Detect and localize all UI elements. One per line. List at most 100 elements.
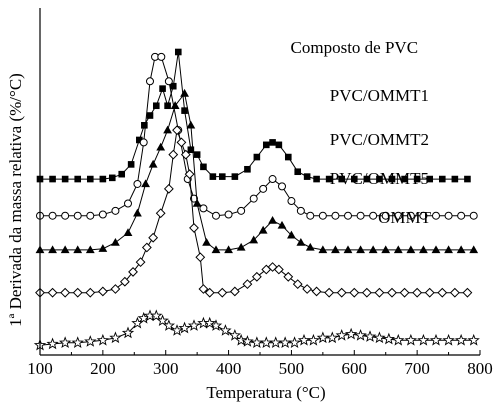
data-point-pvc-ommt1 — [296, 206, 305, 215]
data-point-ommt — [382, 332, 396, 345]
data-point-pvc-ommt5 — [119, 276, 130, 287]
data-point-composto-de-pvc — [294, 168, 302, 176]
data-point-composto-de-pvc — [262, 141, 270, 149]
series-line-pvc-ommt5 — [40, 130, 468, 294]
data-point-composto-de-pvc — [187, 146, 195, 154]
data-point-pvc-ommt1 — [164, 77, 173, 86]
data-point-composto-de-pvc — [174, 48, 182, 56]
data-point-pvc-ommt5 — [462, 287, 473, 298]
x-tick-label: 500 — [279, 359, 305, 378]
data-point-pvc-ommt5 — [189, 223, 199, 233]
data-point-pvc-ommt1 — [287, 197, 296, 206]
data-point-composto-de-pvc — [169, 82, 177, 90]
x-tick-label: 600 — [342, 359, 368, 378]
data-point-pvc-ommt2 — [163, 125, 172, 134]
data-point-pvc-ommt5 — [172, 125, 182, 136]
data-point-pvc-ommt5 — [399, 287, 410, 298]
x-tick-label: 300 — [153, 359, 179, 378]
data-point-composto-de-pvc — [338, 175, 346, 183]
data-point-composto-de-pvc — [99, 175, 107, 183]
data-point-pvc-ommt5 — [148, 232, 159, 243]
data-point-pvc-ommt5 — [302, 284, 313, 294]
data-point-composto-de-pvc — [164, 102, 171, 110]
data-point-pvc-ommt5 — [176, 137, 187, 148]
data-point-pvc-ommt5 — [336, 287, 347, 298]
data-point-pvc-ommt1 — [61, 211, 70, 220]
series-label-ommt: OMMT — [378, 208, 432, 227]
data-point-pvc-ommt2 — [141, 179, 150, 188]
data-point-pvc-ommt5 — [242, 279, 253, 290]
data-point-composto-de-pvc — [218, 173, 226, 180]
data-point-pvc-ommt1 — [381, 211, 390, 220]
data-point-pvc-ommt2 — [343, 245, 353, 254]
data-point-pvc-ommt5 — [283, 271, 294, 282]
data-point-pvc-ommt2 — [133, 208, 142, 217]
data-point-ommt — [467, 333, 480, 346]
data-point-composto-de-pvc — [253, 153, 261, 161]
data-point-pvc-ommt2 — [287, 230, 296, 239]
data-point-ommt — [250, 336, 264, 349]
data-point-pvc-ommt2 — [85, 245, 95, 254]
data-point-pvc-ommt1 — [139, 138, 148, 147]
data-point-pvc-ommt2 — [268, 215, 277, 224]
series-label-pvc-ommt5: PVC/OMMT5 — [330, 169, 429, 188]
data-point-pvc-ommt2 — [186, 120, 196, 129]
data-point-pvc-ommt5 — [155, 208, 166, 219]
data-point-composto-de-pvc — [146, 112, 154, 119]
data-point-pvc-ommt2 — [48, 245, 57, 254]
data-point-pvc-ommt2 — [368, 245, 378, 254]
data-point-ommt — [442, 333, 455, 346]
data-point-composto-de-pvc — [159, 85, 166, 92]
data-point-pvc-ommt1 — [344, 211, 352, 220]
data-point-ommt — [58, 336, 72, 349]
data-point-pvc-ommt5 — [273, 264, 284, 275]
data-point-composto-de-pvc — [193, 151, 201, 158]
data-point-composto-de-pvc — [209, 173, 217, 180]
data-point-ommt — [326, 331, 339, 344]
data-point-pvc-ommt1 — [98, 210, 107, 219]
data-point-composto-de-pvc — [127, 161, 135, 168]
data-point-composto-de-pvc — [451, 175, 459, 183]
data-point-pvc-ommt1 — [457, 211, 466, 220]
data-point-composto-de-pvc — [363, 175, 371, 183]
data-point-pvc-ommt5 — [449, 287, 460, 298]
data-point-composto-de-pvc — [376, 175, 383, 183]
series-label-pvc-ommt1: PVC/OMMT1 — [330, 86, 429, 105]
data-point-ommt — [209, 319, 223, 331]
data-point-pvc-ommt2 — [211, 245, 221, 254]
data-point-pvc-ommt2 — [192, 198, 202, 207]
data-point-pvc-ommt5 — [324, 287, 335, 298]
data-point-ommt — [344, 327, 358, 340]
data-point-pvc-ommt2 — [224, 245, 233, 254]
data-point-pvc-ommt1 — [331, 211, 340, 220]
axes-layer: 100 200 300 400 500 600 700 800 — [27, 8, 493, 378]
data-point-composto-de-pvc — [388, 175, 396, 183]
data-point-pvc-ommt1 — [432, 211, 440, 220]
data-point-pvc-ommt1 — [212, 211, 220, 220]
data-point-composto-de-pvc — [275, 141, 283, 149]
data-point-ommt — [187, 319, 201, 331]
data-point-pvc-ommt2 — [123, 228, 133, 237]
data-point-pvc-ommt2 — [236, 242, 246, 251]
data-point-pvc-ommt2 — [156, 142, 166, 151]
data-point-composto-de-pvc — [86, 175, 94, 183]
data-point-ommt — [373, 331, 386, 344]
data-point-ommt — [121, 326, 135, 339]
x-axis-title: Temperatura (°C) — [206, 383, 325, 402]
data-point-ommt — [316, 331, 330, 344]
data-point-pvc-ommt2 — [381, 245, 391, 254]
data-point-pvc-ommt1 — [419, 211, 428, 220]
series-ommt — [33, 309, 480, 351]
data-point-ommt — [96, 333, 110, 346]
data-point-pvc-ommt1 — [199, 204, 208, 213]
data-point-pvc-ommt5 — [168, 149, 179, 160]
data-point-composto-de-pvc — [244, 165, 251, 173]
data-point-pvc-ommt5 — [60, 287, 71, 298]
data-point-pvc-ommt2 — [296, 237, 306, 246]
data-point-pvc-ommt1 — [469, 211, 478, 220]
data-point-ommt — [46, 337, 59, 350]
data-point-pvc-ommt2 — [469, 245, 479, 254]
y-axis-title: 1ª Derivada da massa relativa (%/°C) — [6, 73, 25, 327]
data-point-composto-de-pvc — [152, 102, 160, 110]
data-point-ommt — [404, 333, 418, 346]
